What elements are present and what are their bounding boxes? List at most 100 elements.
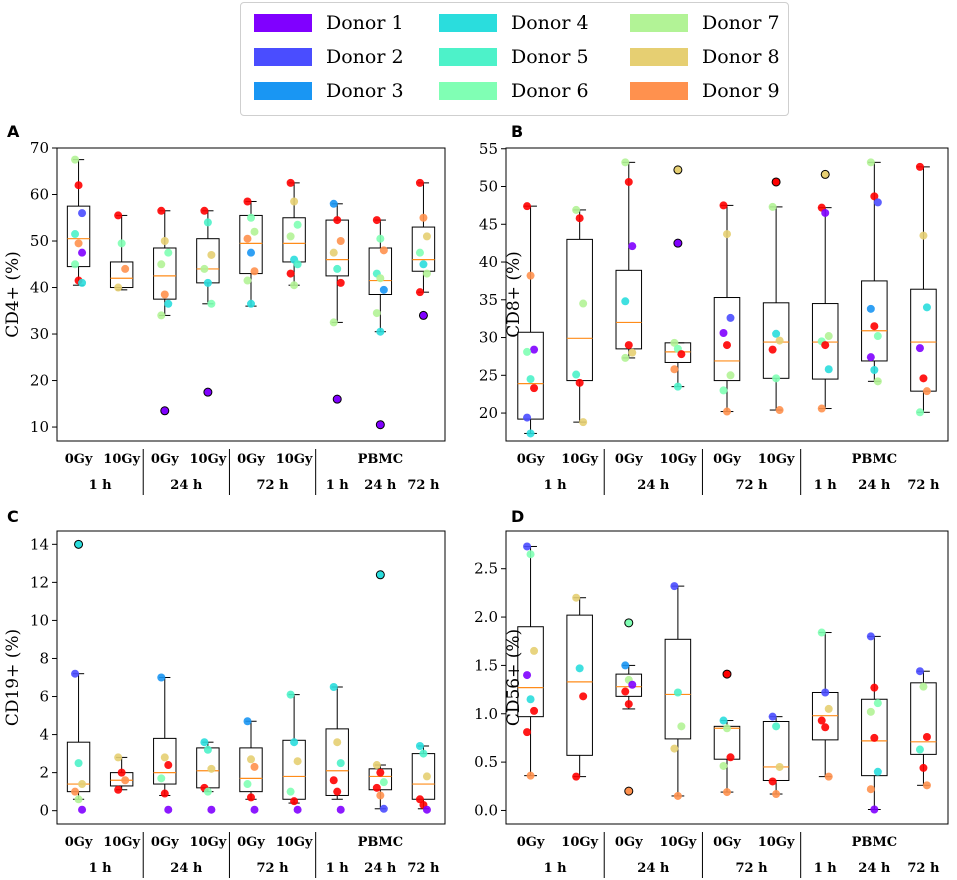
donor-point [821, 723, 830, 732]
outlier-point [624, 618, 634, 628]
y-tick-label: 14 [30, 535, 49, 553]
group-label: 24 h [170, 478, 203, 493]
x-tick-label: 1 h [814, 478, 838, 493]
donor-point [624, 177, 633, 186]
x-tick-label: 24 h [364, 861, 397, 876]
y-tick-label: 2.5 [474, 560, 498, 578]
x-tick-label: 10Gy [660, 835, 697, 850]
donor-point [243, 780, 252, 789]
donor-point [415, 248, 424, 257]
y-tick-label: 2 [39, 764, 49, 782]
y-tick-label: 45 [479, 215, 498, 233]
donor-point [530, 345, 539, 354]
outlier-point [418, 310, 428, 320]
box-8 [861, 632, 888, 814]
donor-point [775, 406, 784, 415]
box-6 [282, 178, 306, 290]
box-3 [615, 618, 643, 796]
donor-point [157, 206, 166, 215]
donor-point [376, 791, 385, 800]
donor-point [723, 341, 731, 350]
donor-point [114, 283, 123, 292]
donor-point [621, 687, 630, 696]
box-2 [566, 593, 593, 781]
donor-point [824, 704, 833, 713]
donor-point [336, 805, 345, 814]
x-tick-label: 10Gy [758, 835, 795, 850]
legend-entry: Donor 4 [439, 9, 589, 37]
outlier-point [820, 169, 830, 179]
legend-swatch [439, 14, 497, 32]
donor-point [329, 248, 338, 257]
y-tick-label: 0.0 [474, 801, 498, 819]
y-tick-label: 10 [30, 611, 49, 629]
legend-label: Donor 7 [702, 12, 780, 34]
donor-point [336, 278, 345, 287]
box-body [153, 737, 177, 785]
donor-point [866, 304, 875, 313]
donor-point [628, 680, 637, 689]
x-tick-label: 72 h [407, 478, 440, 493]
y-tick-label: 50 [30, 232, 49, 250]
box-body [615, 673, 643, 697]
donor-point [719, 716, 728, 725]
box-body [239, 747, 263, 793]
x-tick-label: 24 h [364, 478, 397, 493]
donor-point [372, 216, 381, 225]
donor-point [200, 738, 209, 747]
donor-point [419, 749, 428, 758]
donor-point [71, 787, 80, 796]
donor-point [670, 582, 679, 591]
donor-point [915, 162, 924, 171]
donor-point [74, 239, 83, 248]
donor-point [870, 683, 879, 692]
y-tick-label: 12 [30, 573, 49, 591]
legend-entry: Donor 9 [630, 77, 780, 105]
y-tick-label: 8 [39, 649, 49, 667]
donor-point [873, 377, 882, 386]
donor-point [376, 274, 385, 283]
box-body [109, 261, 134, 289]
donor-point [621, 353, 630, 362]
donor-point [286, 690, 295, 699]
donor-point [160, 789, 169, 798]
legend-swatch [254, 48, 312, 66]
donor-point [523, 347, 532, 356]
x-tick-label: 72 h [907, 478, 940, 493]
donor-point [121, 776, 130, 785]
outlier-point [332, 394, 342, 404]
group-label-pbmc: PBMC [358, 452, 404, 467]
box-8 [368, 216, 393, 430]
donor-point [719, 329, 728, 338]
donor-point [873, 198, 882, 207]
donor-point [628, 242, 637, 251]
donor-point [78, 248, 87, 257]
x-tick-label: 0Gy [713, 835, 741, 850]
outlier-point [771, 177, 781, 187]
box-1 [517, 202, 544, 438]
donor-point [726, 753, 735, 762]
box-3 [153, 206, 177, 416]
donor-point [164, 299, 173, 308]
legend-entry: Donor 2 [254, 43, 404, 71]
x-tick-label: 0Gy [65, 835, 93, 850]
legend-swatch [630, 14, 688, 32]
donor-point [250, 805, 259, 814]
box-2 [109, 211, 134, 292]
outlier-point [673, 165, 683, 175]
donor-point [772, 374, 781, 383]
y-tick-label: 25 [479, 366, 498, 384]
donor-point [164, 761, 173, 770]
axes-frame [505, 530, 949, 825]
box-9 [910, 162, 937, 417]
group-label: 1 h [89, 478, 113, 493]
donor-point [772, 722, 781, 731]
y-axis-label: CD4+ (%) [3, 251, 23, 338]
box-4 [664, 165, 692, 391]
box-1 [66, 539, 91, 814]
box-1 [517, 542, 544, 780]
donor-point [157, 673, 166, 682]
donor-point [329, 776, 338, 785]
donor-point [870, 733, 879, 742]
